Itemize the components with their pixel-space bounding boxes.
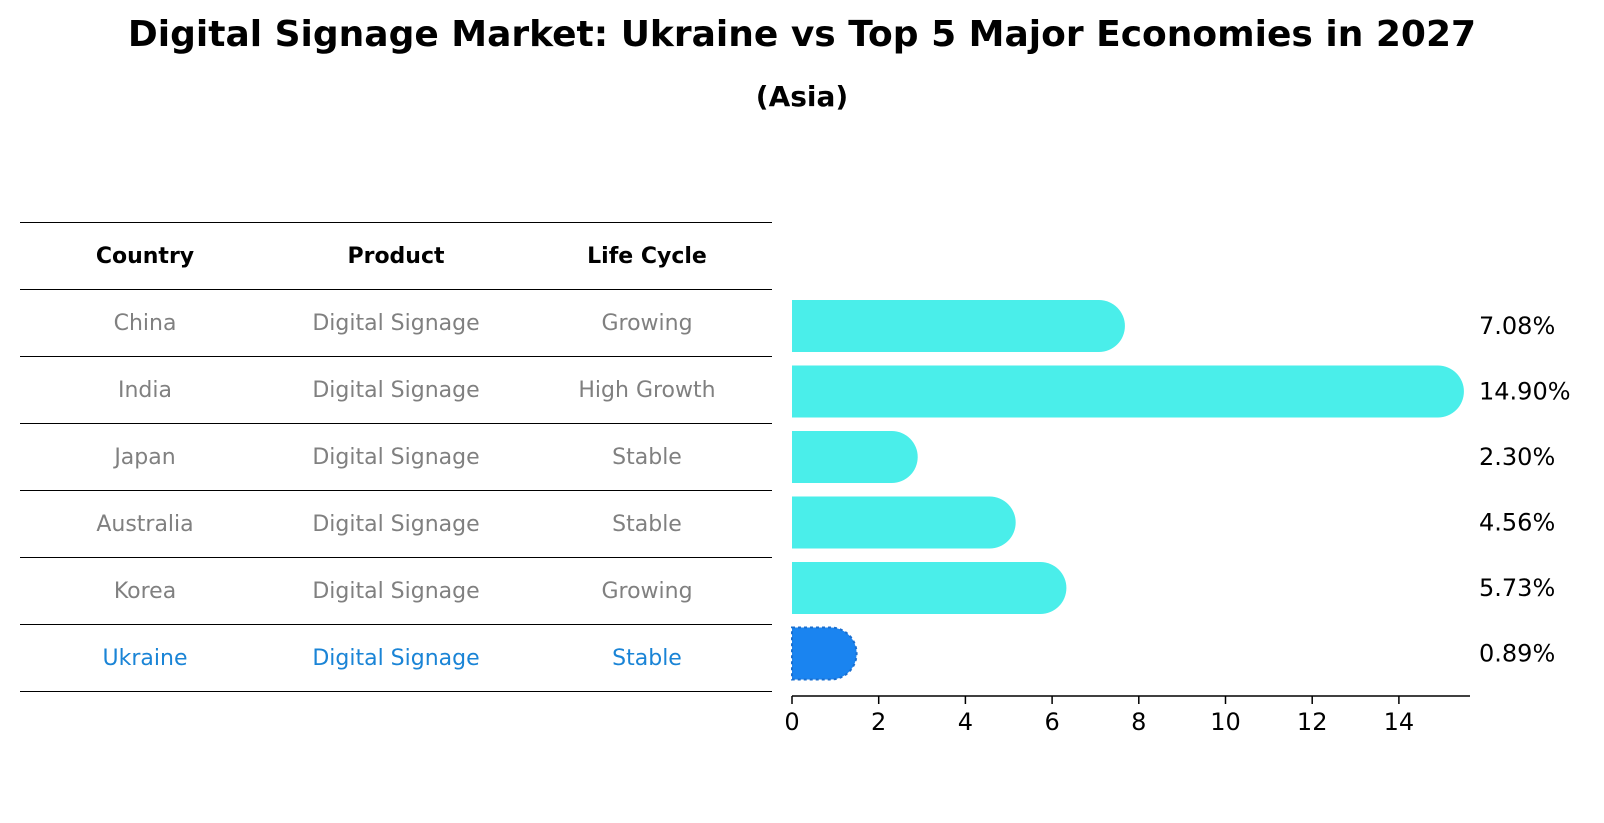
table-row: India Digital Signage High Growth — [20, 357, 772, 424]
cell-product: Digital Signage — [312, 444, 480, 470]
chart-subtitle: (Asia) — [755, 80, 849, 113]
value-label-korea: 5.73% — [1479, 574, 1555, 602]
x-tick-label: 10 — [1210, 708, 1241, 736]
cell-country: Australia — [96, 511, 194, 537]
header-life-cycle: Life Cycle — [587, 243, 707, 269]
cell-country: Ukraine — [102, 645, 188, 671]
value-label-ukraine: 0.89% — [1479, 640, 1555, 668]
table-row: Australia Digital Signage Stable — [20, 491, 772, 558]
table-header-row: Country Product Life Cycle — [20, 222, 772, 290]
cell-country: Japan — [114, 444, 176, 470]
x-tick-label: 14 — [1384, 708, 1415, 736]
cell-life-cycle: Growing — [601, 310, 693, 336]
table-row: Japan Digital Signage Stable — [20, 424, 772, 491]
x-tick-label: 4 — [958, 708, 973, 736]
table-row-highlighted: Ukraine Digital Signage Stable — [20, 625, 772, 692]
x-tick-label: 6 — [1044, 708, 1059, 736]
value-label-australia: 4.56% — [1479, 509, 1555, 537]
cell-life-cycle: Stable — [612, 645, 682, 671]
cell-country: China — [113, 310, 177, 336]
cell-product: Digital Signage — [312, 310, 480, 336]
bar-ukraine — [791, 626, 858, 681]
cell-life-cycle: Stable — [612, 511, 682, 537]
bar-japan — [792, 431, 918, 483]
cell-product: Digital Signage — [312, 377, 480, 403]
table-row: China Digital Signage Growing — [20, 290, 772, 357]
cell-life-cycle: Growing — [601, 578, 693, 604]
value-label-japan: 2.30% — [1479, 443, 1555, 471]
cell-product: Digital Signage — [312, 645, 480, 671]
cell-country: India — [118, 377, 172, 403]
cell-life-cycle: High Growth — [578, 377, 716, 403]
bar-india — [792, 365, 1464, 418]
x-tick-label: 8 — [1131, 708, 1146, 736]
chart-title: Digital Signage Market: Ukraine vs Top 5… — [127, 14, 1477, 55]
cell-product: Digital Signage — [312, 578, 480, 604]
data-table: Country Product Life Cycle China Digital… — [20, 222, 772, 692]
x-tick-label: 2 — [871, 708, 886, 736]
cell-country: Korea — [113, 578, 177, 604]
table-row: Korea Digital Signage Growing — [20, 558, 772, 625]
header-country: Country — [95, 243, 195, 269]
cell-product: Digital Signage — [312, 511, 480, 537]
x-tick-label: 12 — [1297, 708, 1328, 736]
value-label-china: 7.08% — [1479, 312, 1555, 340]
x-tick-label: 0 — [784, 708, 799, 736]
cell-life-cycle: Stable — [612, 444, 682, 470]
value-label-india: 14.90% — [1479, 378, 1571, 406]
bar-china — [792, 300, 1125, 352]
bar-australia — [792, 496, 1016, 549]
bar-korea — [792, 562, 1067, 614]
header-product: Product — [347, 243, 445, 269]
